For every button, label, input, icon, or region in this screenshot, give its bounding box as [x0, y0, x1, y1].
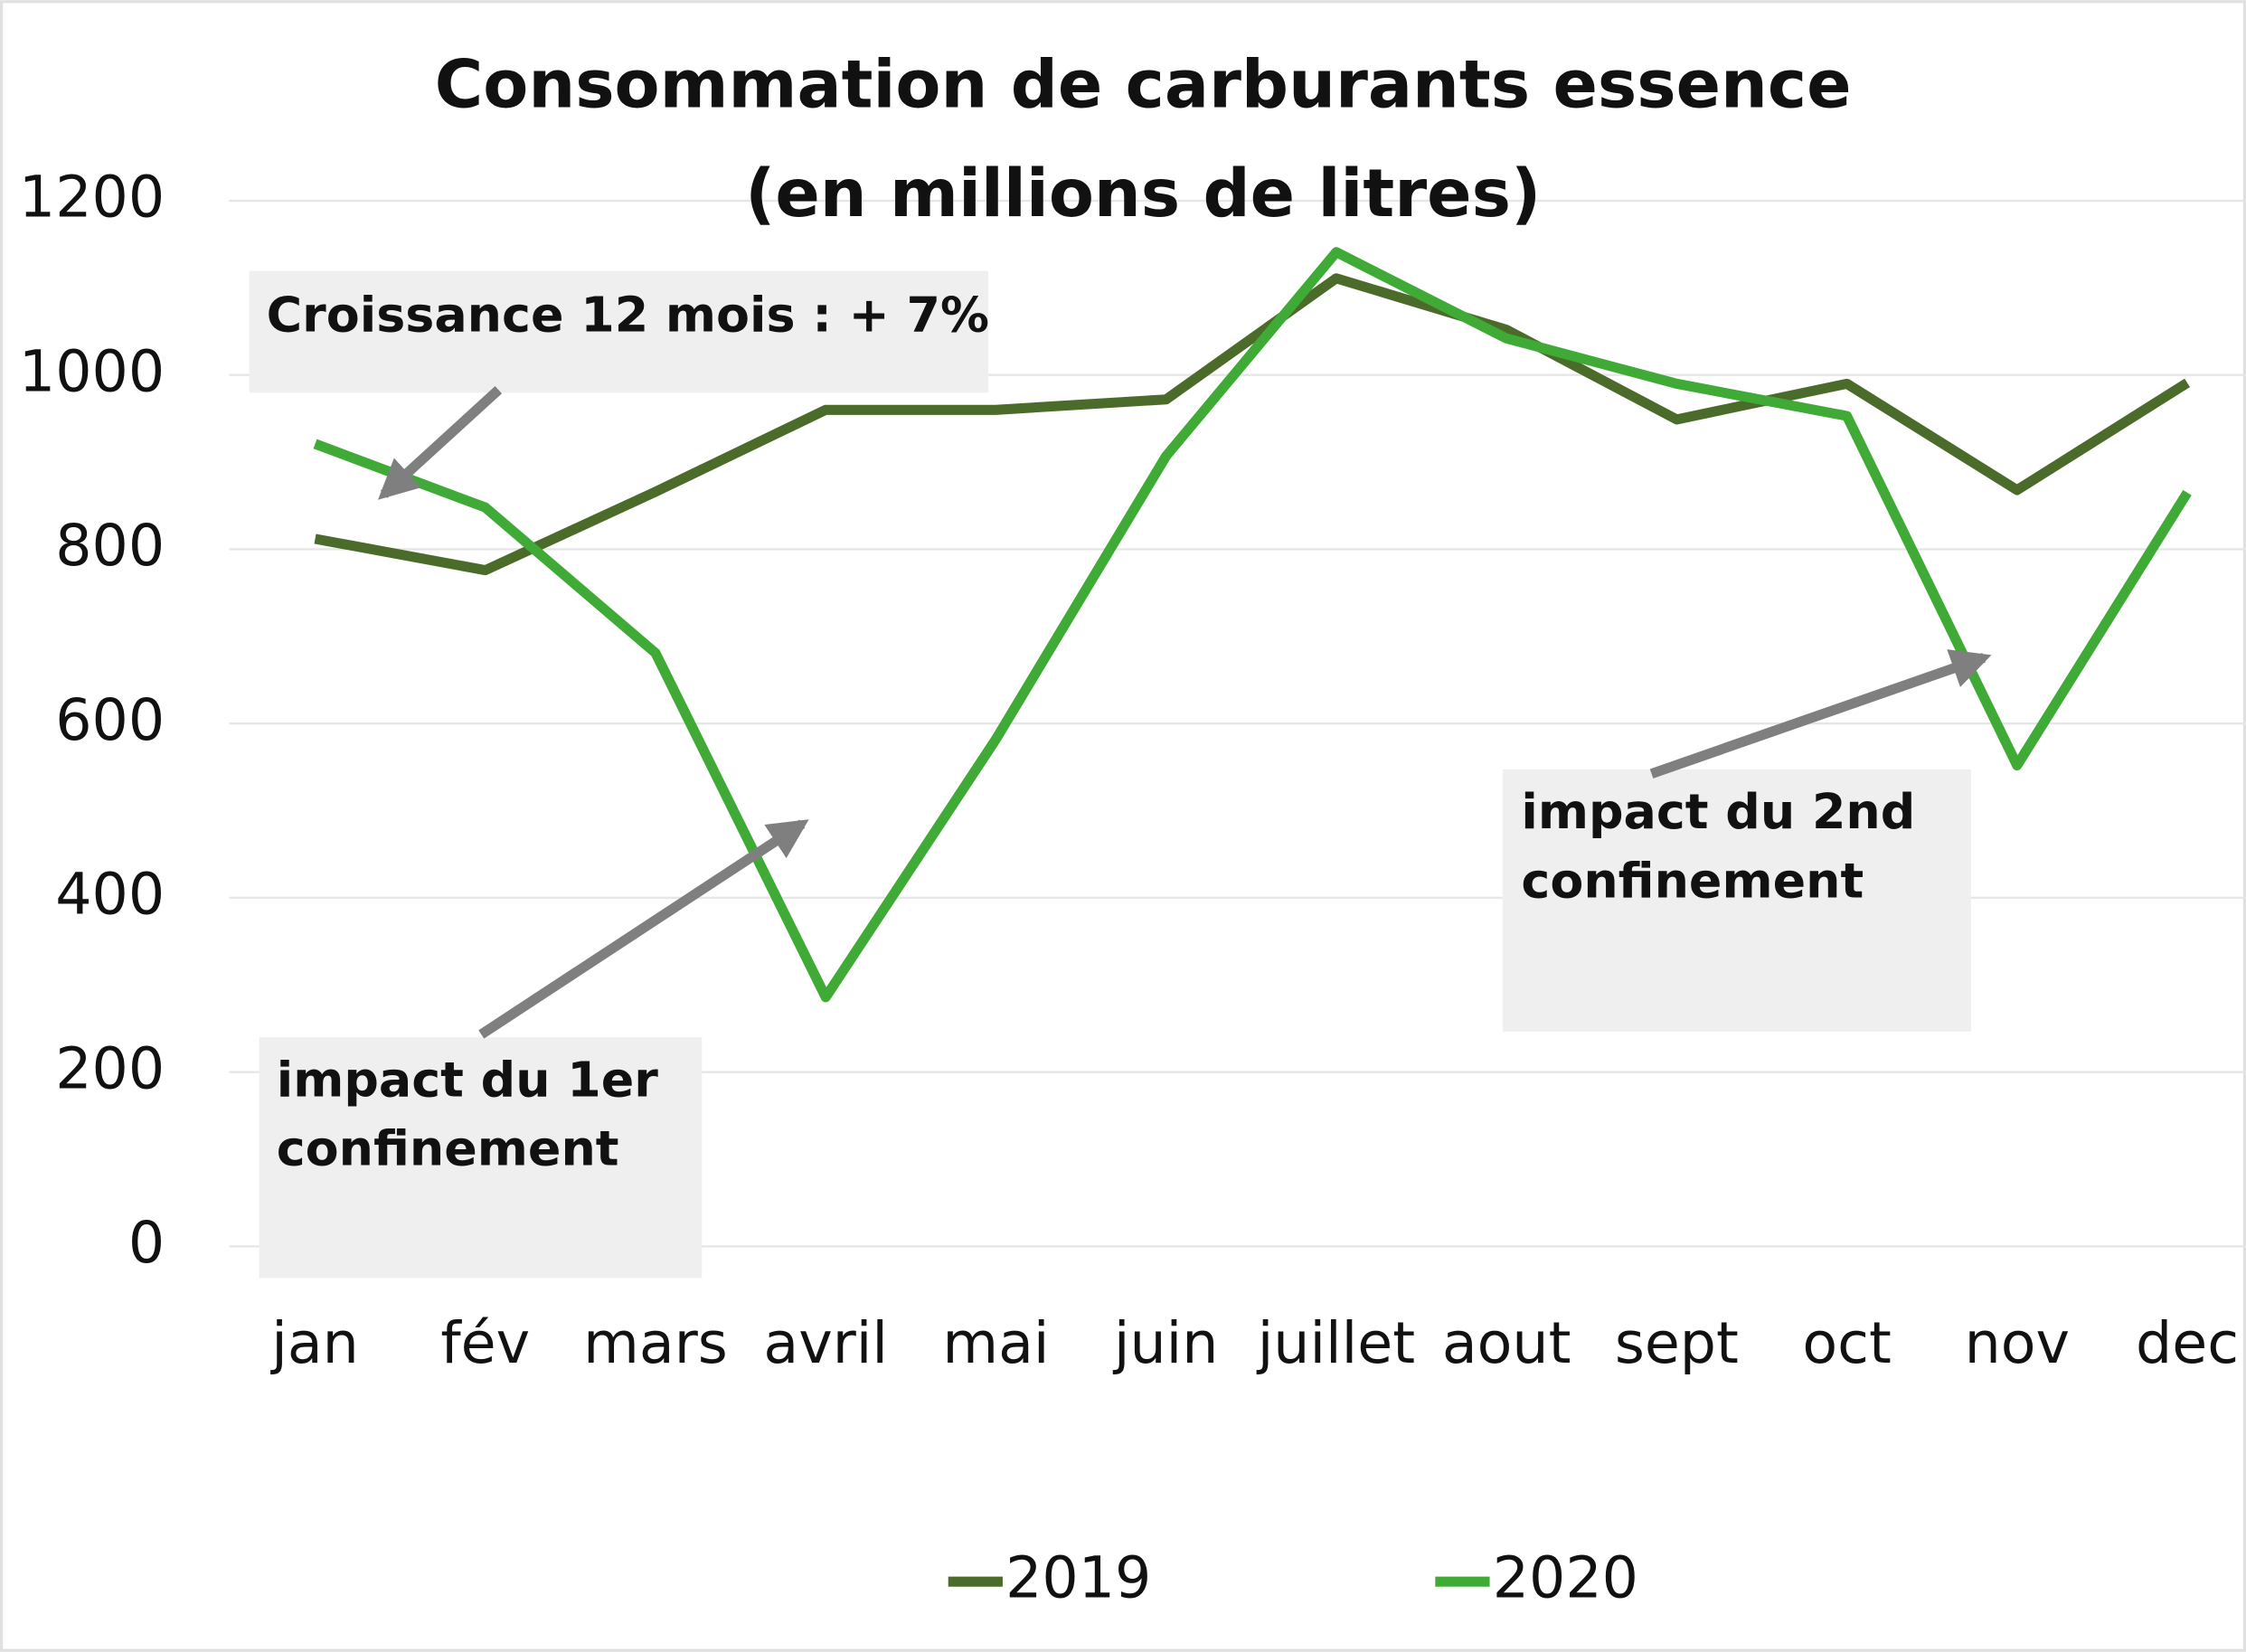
y-tick-label: 0	[128, 1209, 165, 1276]
annotation-text: confinement	[1521, 852, 1864, 909]
x-tick-label: jan	[269, 1309, 359, 1376]
annotation-text: confinement	[277, 1120, 619, 1177]
x-tick-label: juin	[1112, 1309, 1219, 1376]
annotations: Croissance 12 mois : + 7% impact du 1er co…	[249, 270, 1992, 1279]
y-tick-label: 1200	[19, 164, 165, 231]
annotation-arrow	[1649, 649, 1992, 779]
annotation-text: Croissance 12 mois : + 7%	[267, 287, 989, 344]
annotation-box	[1502, 769, 1971, 1032]
series-line	[313, 247, 2192, 1003]
annotation-text: impact du 2nd	[1521, 783, 1915, 840]
x-tick-label: nov	[1965, 1309, 2070, 1376]
chart-subtitle: (en millions de litres)	[745, 156, 1541, 232]
x-tick-label: avril	[763, 1309, 888, 1376]
legend-label: 2019	[1005, 1544, 1151, 1611]
annotation-box	[249, 270, 989, 393]
y-tick-label: 600	[55, 686, 165, 753]
y-tick-label: 200	[55, 1034, 165, 1101]
y-tick-label: 1000	[19, 337, 165, 404]
x-tick-label: sept	[1615, 1309, 1739, 1376]
x-tick-label: mars	[583, 1309, 728, 1376]
x-tick-label: fév	[440, 1309, 530, 1376]
x-tick-label: mai	[942, 1309, 1049, 1376]
y-tick-label: 800	[55, 512, 165, 579]
x-tick-label: aout	[1442, 1309, 1571, 1376]
annotation-arrow	[478, 819, 809, 1039]
x-tick-label: juillet	[1256, 1309, 1415, 1376]
x-tick-label: dec	[2136, 1309, 2239, 1376]
plot: 2019 2020	[313, 247, 2192, 1611]
y-tick-label: 400	[55, 861, 165, 928]
series-line	[314, 273, 2191, 576]
legend-label: 2020	[1493, 1544, 1638, 1611]
x-tick-label: oct	[1802, 1309, 1891, 1376]
annotation-arrow	[378, 386, 503, 500]
chart-title: Consommation de carburants essence	[435, 46, 1852, 123]
annotation-box	[259, 1037, 703, 1279]
annotation-text: impact du 1er	[277, 1052, 659, 1109]
